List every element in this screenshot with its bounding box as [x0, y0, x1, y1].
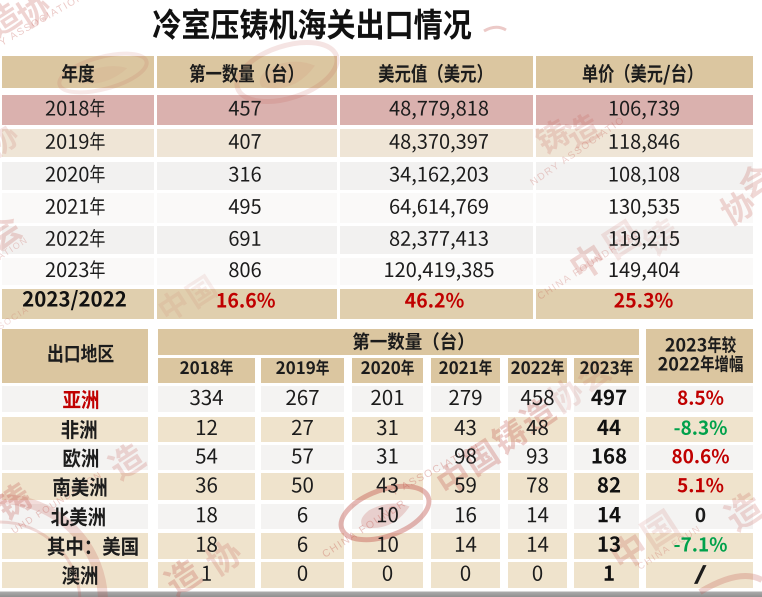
svg-text:NDRY ASSOCIATIO: NDRY ASSOCIATIO [528, 115, 627, 189]
svg-text:CHINA FOUNDRY AS: CHINA FOUNDRY AS [536, 227, 644, 303]
svg-text:SOCIA: SOCIA [0, 304, 31, 332]
